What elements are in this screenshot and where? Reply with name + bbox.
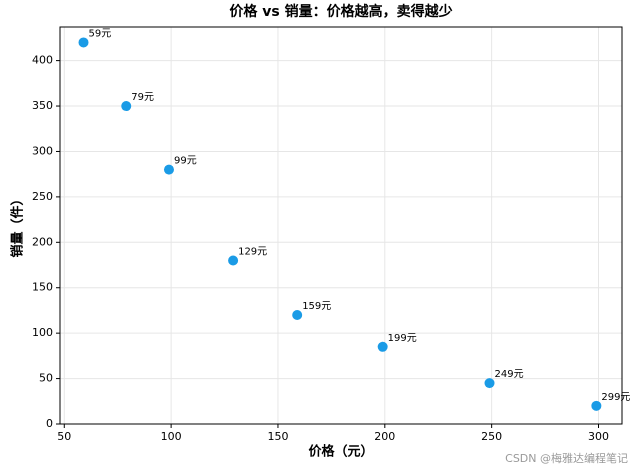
y-tick-label: 150 [32,281,53,294]
point-label: 159元 [302,301,331,312]
point-label: 129元 [238,246,267,257]
point [377,341,388,352]
point-label: 59元 [89,28,112,39]
y-tick-label: 50 [39,372,53,385]
point-label: 79元 [131,92,154,103]
y-axis-label: 销量（件） [10,192,26,257]
x-tick-label: 100 [161,430,182,443]
y-tick-label: 350 [32,99,53,112]
point [163,164,174,175]
y-tick-label: 100 [32,326,53,339]
watermark: CSDN @梅雅达编程笔记 [505,451,628,465]
point-label: 299元 [601,392,630,403]
x-tick-label: 150 [267,430,288,443]
point [228,255,239,266]
point [78,37,89,48]
x-tick-label: 50 [57,430,71,443]
point [292,309,303,320]
point-label: 99元 [174,156,197,167]
point [121,101,132,112]
x-tick-label: 300 [588,430,609,443]
chart-title: 价格 vs 销量：价格越高，卖得越少 [229,3,452,20]
x-tick-label: 250 [481,430,502,443]
x-axis-label: 价格（元） [308,444,373,460]
y-tick-label: 250 [32,190,53,203]
point [591,400,602,411]
point-label: 199元 [388,333,417,344]
point [484,378,495,389]
y-tick-label: 0 [46,417,53,430]
plot-frame [59,26,623,425]
y-tick-label: 400 [32,54,53,67]
point-label: 249元 [495,369,524,380]
y-tick-label: 300 [32,144,53,157]
y-tick-label: 200 [32,235,53,248]
x-tick-label: 200 [374,430,395,443]
